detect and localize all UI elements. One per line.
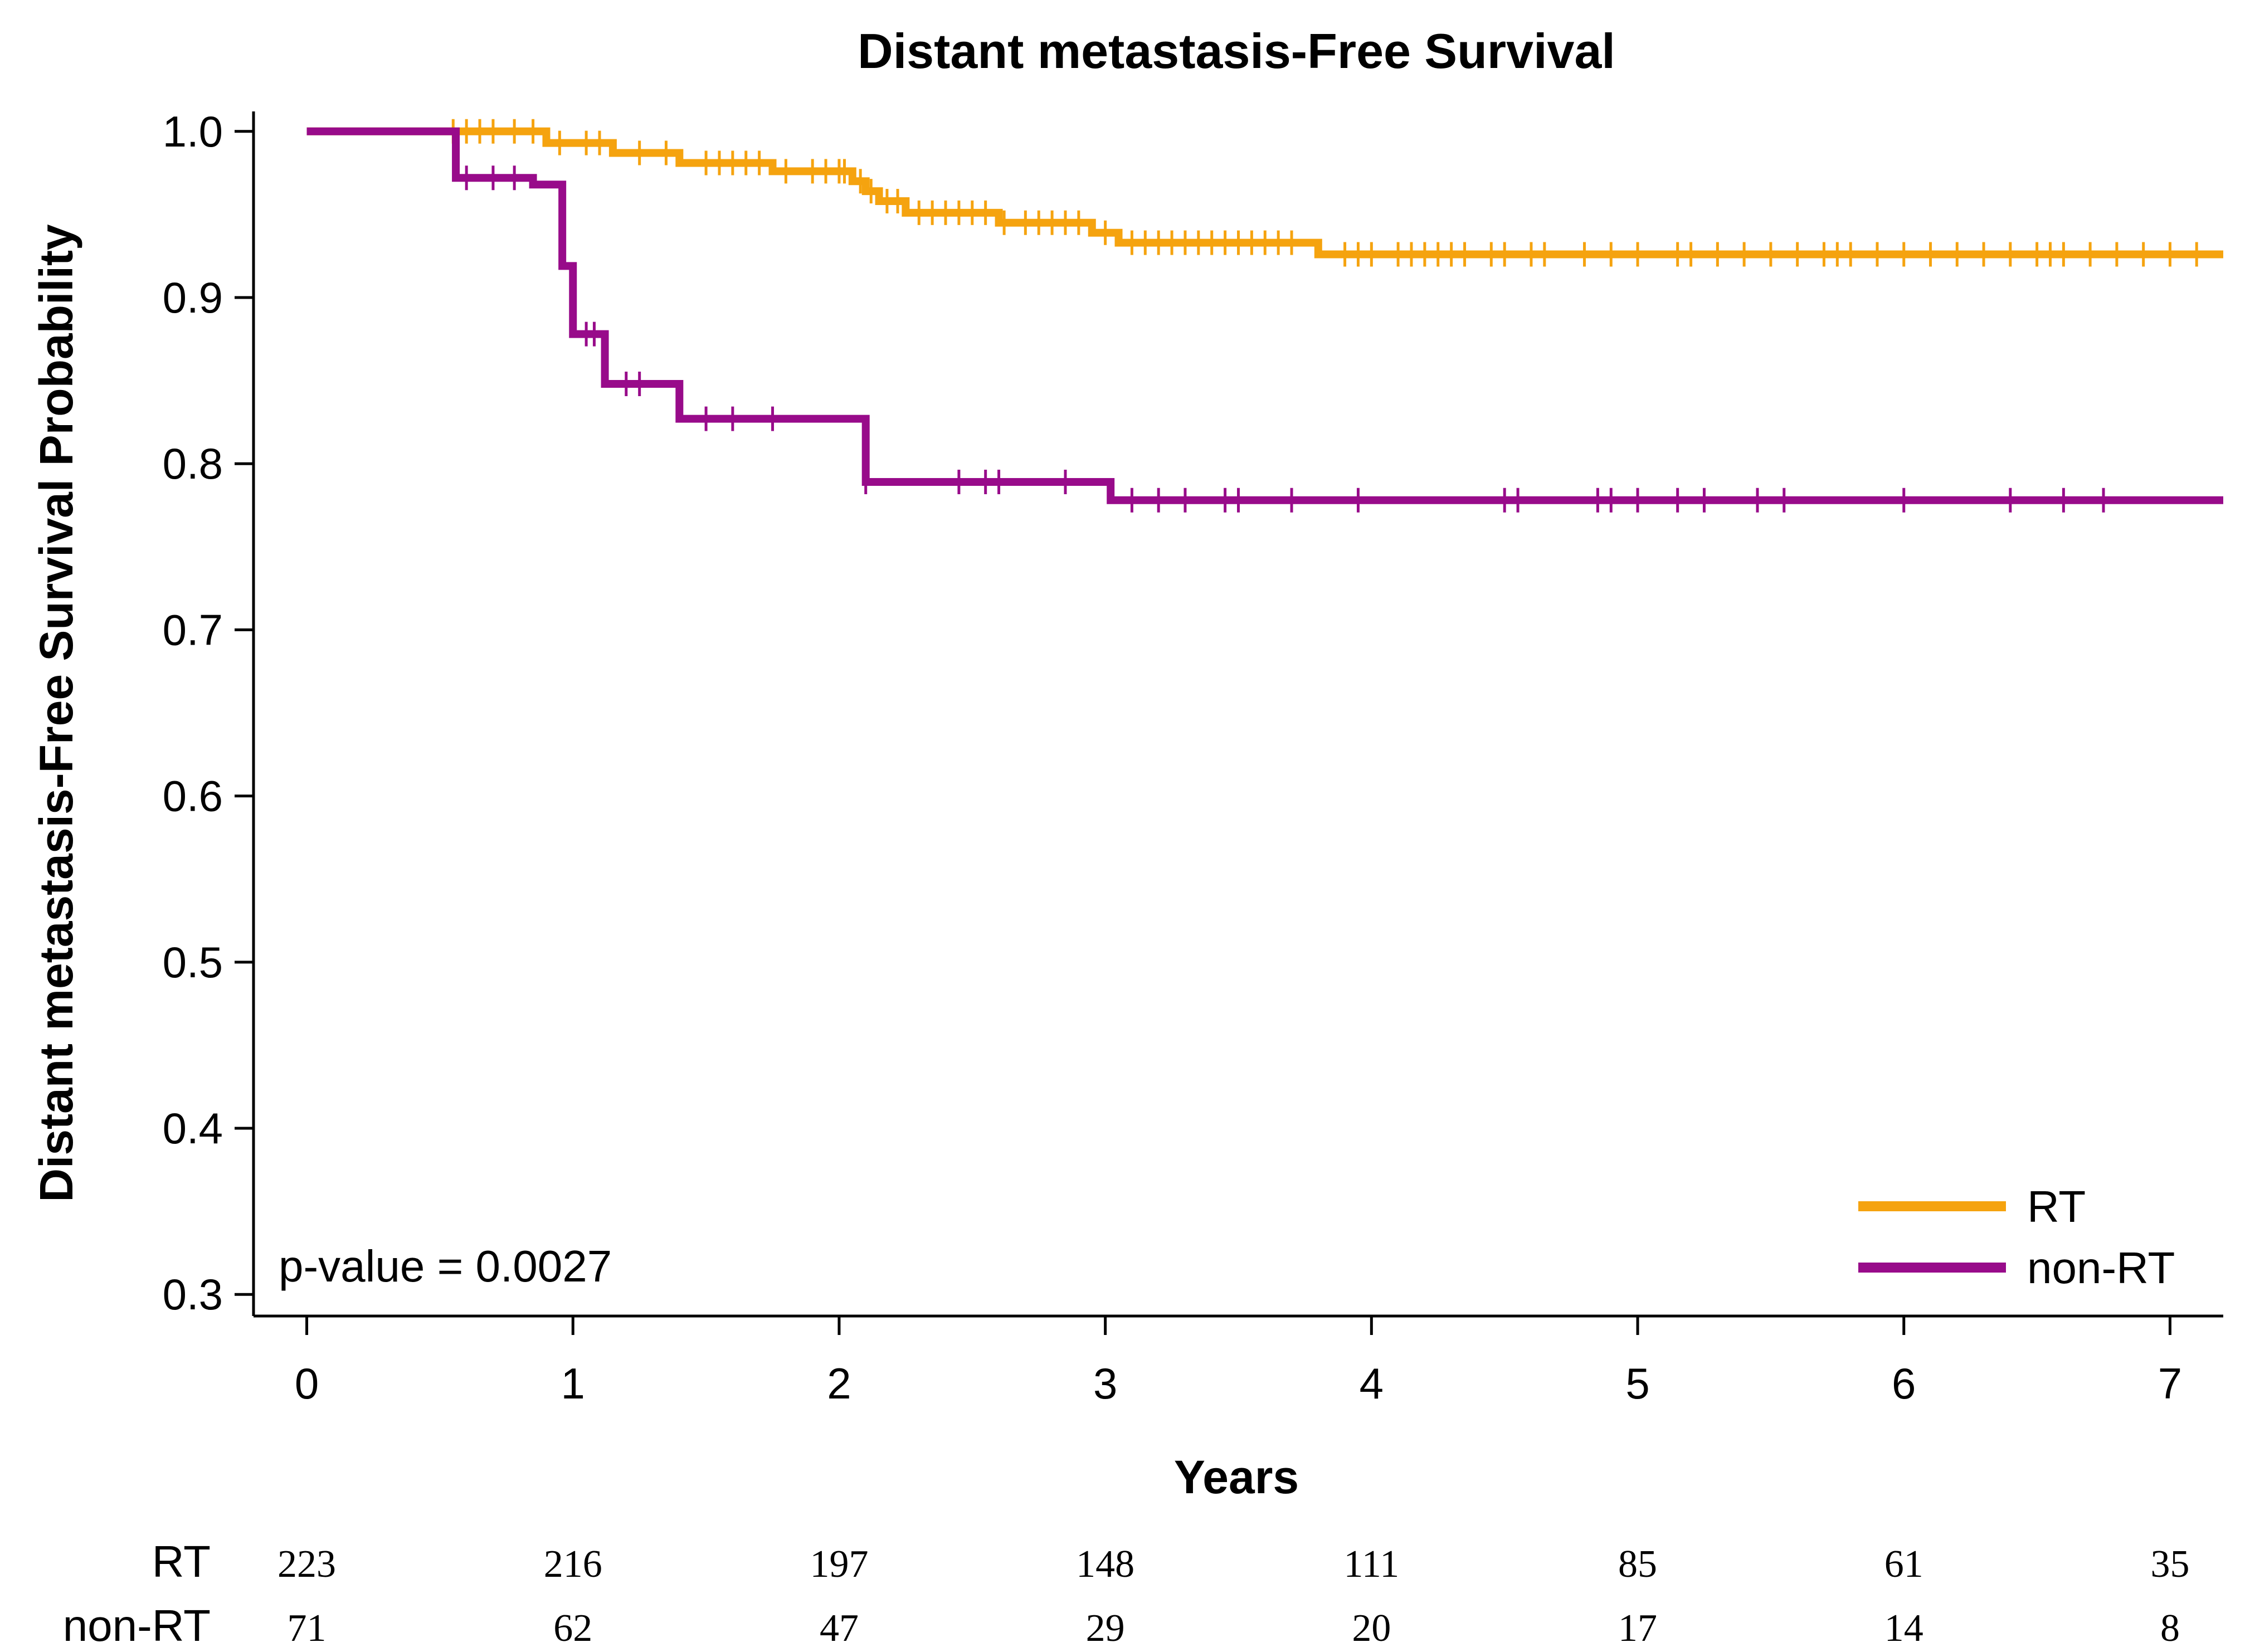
y-tick-label: 0.3 — [163, 1270, 223, 1319]
y-tick-label: 0.4 — [163, 1104, 223, 1153]
x-axis-label: Years — [1174, 1451, 1299, 1503]
y-tick-label: 0.7 — [163, 605, 223, 654]
chart-title: Distant metastasis-Free Survival — [858, 23, 1615, 79]
risk-count-non-rt: 62 — [553, 1607, 592, 1650]
risk-count-rt: 85 — [1618, 1543, 1657, 1586]
risk-count-non-rt: 29 — [1086, 1607, 1125, 1650]
risk-count-rt: 223 — [277, 1543, 336, 1586]
legend-label-rt: RT — [2027, 1182, 2086, 1231]
x-tick-label: 3 — [1093, 1359, 1117, 1408]
risk-count-non-rt: 17 — [1618, 1607, 1657, 1650]
x-tick-label: 0 — [295, 1359, 319, 1408]
p-value-annotation: p-value = 0.0027 — [279, 1241, 612, 1291]
y-tick-label: 0.9 — [163, 273, 223, 322]
risk-count-rt: 35 — [2150, 1543, 2189, 1586]
risk-count-rt: 216 — [544, 1543, 602, 1586]
risk-count-non-rt: 71 — [288, 1607, 327, 1650]
risk-row-label-rt: RT — [152, 1537, 211, 1586]
km-curve-non-rt — [306, 127, 2223, 504]
risk-count-non-rt: 14 — [1884, 1607, 1923, 1650]
risk-count-rt: 61 — [1884, 1543, 1923, 1586]
y-tick-label: 1.0 — [163, 107, 223, 156]
x-tick-label: 2 — [827, 1359, 851, 1408]
legend: RT non-RT — [1858, 1182, 2175, 1293]
survival-curves — [306, 119, 2223, 513]
risk-row-label-non-rt: non-RT — [63, 1601, 211, 1650]
risk-count-rt: 148 — [1076, 1543, 1134, 1586]
x-tick-label: 5 — [1625, 1359, 1649, 1408]
x-tick-label: 7 — [2158, 1359, 2182, 1408]
axes: 0.3 0.4 0.5 0.6 0.7 0.8 0.9 1.0 0 1 2 3 4 5 6 7 — [163, 107, 2223, 1408]
y-tick-label: 0.8 — [163, 439, 223, 488]
risk-count-non-rt: 8 — [2160, 1607, 2180, 1650]
risk-count-rt: 111 — [1343, 1543, 1399, 1586]
y-tick-label: 0.5 — [163, 938, 223, 987]
risk-count-rt: 197 — [810, 1543, 868, 1586]
legend-label-non-rt: non-RT — [2027, 1243, 2175, 1293]
risk-count-non-rt: 20 — [1352, 1607, 1391, 1650]
y-tick-label: 0.6 — [163, 772, 223, 821]
x-tick-label: 6 — [1892, 1359, 1916, 1408]
x-tick-label: 1 — [561, 1359, 585, 1408]
risk-count-non-rt: 47 — [820, 1607, 859, 1650]
x-tick-label: 4 — [1360, 1359, 1384, 1408]
y-axis-label: Distant metastasis-Free Survival Probabi… — [30, 224, 82, 1202]
